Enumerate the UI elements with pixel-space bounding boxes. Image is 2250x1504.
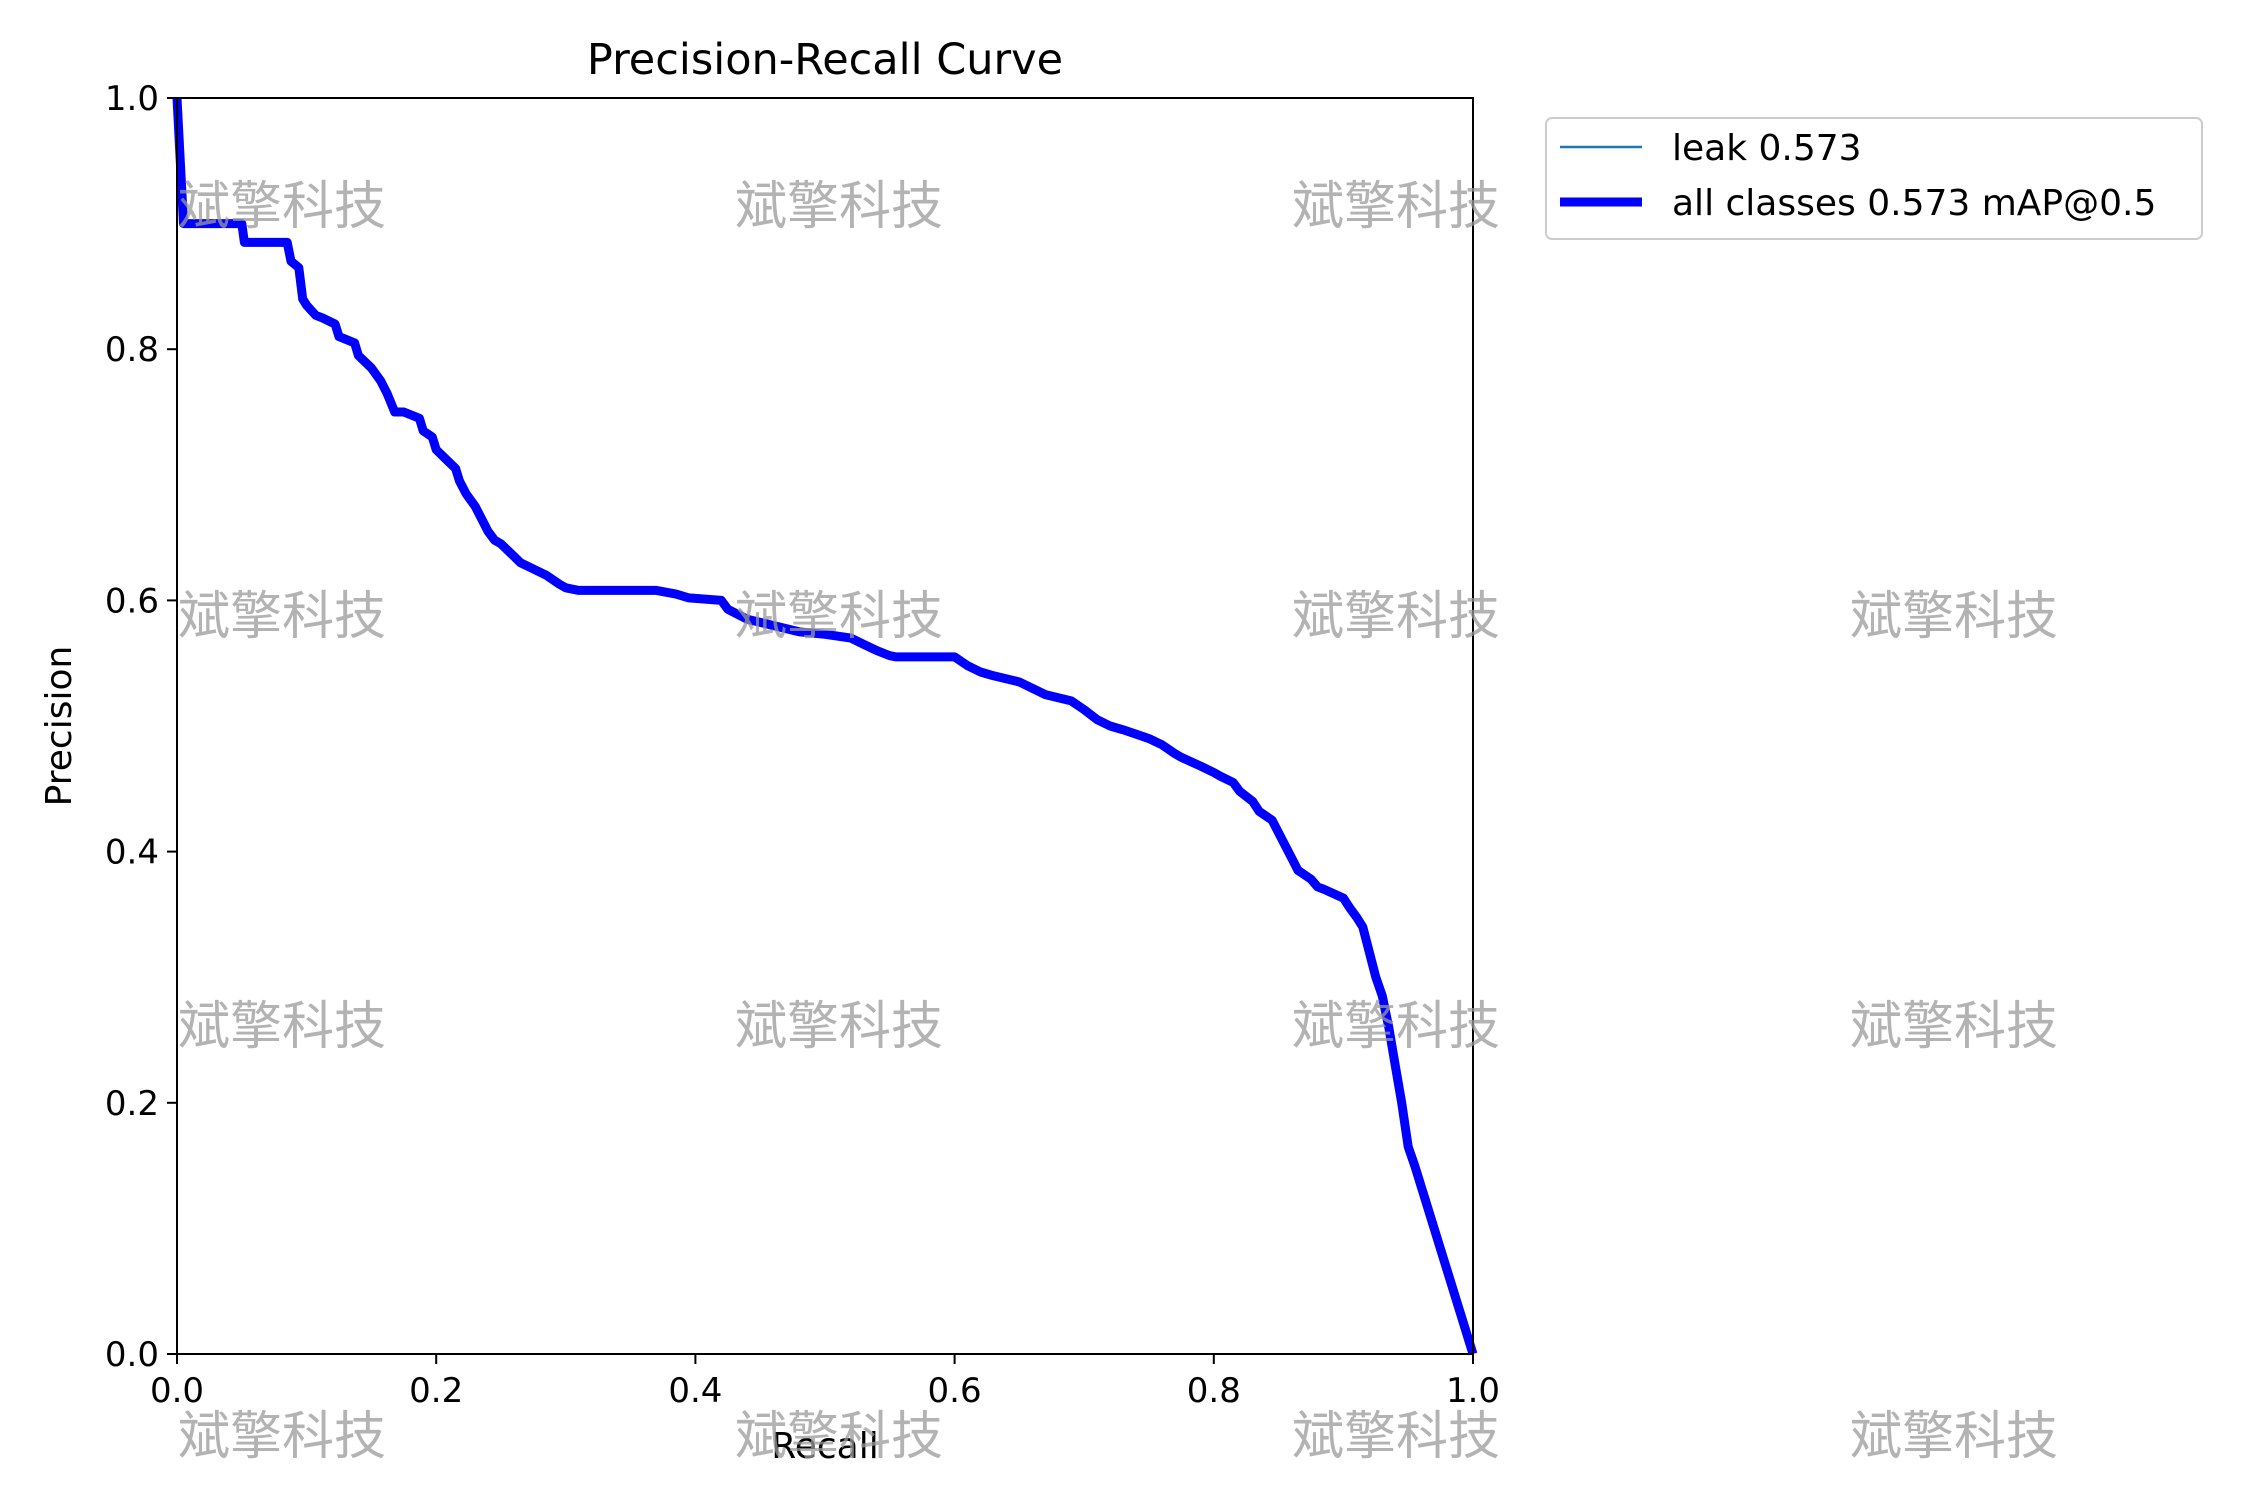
watermark-text: 斌擎科技 <box>1850 1407 2058 1467</box>
y-axis-label: Precision <box>39 646 80 807</box>
x-tick-label: 0.8 <box>1187 1371 1241 1411</box>
watermark-text: 斌擎科技 <box>1292 177 1500 237</box>
plot-frame <box>176 97 1474 1355</box>
y-tick-label: 0.2 <box>105 1084 159 1124</box>
watermark-text: 斌擎科技 <box>1850 587 2058 647</box>
y-tick-label: 0.8 <box>105 330 159 370</box>
watermark-text: 斌擎科技 <box>735 177 943 237</box>
x-tick-label: 0.0 <box>150 1371 204 1411</box>
y-tick-label: 0.0 <box>105 1335 159 1375</box>
watermark-text: 斌擎科技 <box>178 177 386 237</box>
y-tick-label: 1.0 <box>105 79 159 119</box>
watermark-text: 斌擎科技 <box>1850 997 2058 1057</box>
chart-title: Precision-Recall Curve <box>587 35 1063 85</box>
watermark-text: 斌擎科技 <box>178 587 386 647</box>
watermark-text: 斌擎科技 <box>178 1407 386 1467</box>
x-tick-label: 0.6 <box>928 1371 982 1411</box>
series-line-1 <box>172 97 1478 1356</box>
watermark-text: 斌擎科技 <box>1292 587 1500 647</box>
legend: leak 0.573 all classes 0.573 mAP@0.5 <box>1545 117 2203 240</box>
series-layer <box>172 97 1478 1356</box>
watermark-layer: 斌擎科技 斌擎科技 斌擎科技 斌擎科技 斌擎科技 斌擎科技 斌擎科技 斌擎科技 … <box>178 177 2058 1467</box>
watermark-text: 斌擎科技 <box>735 1407 943 1467</box>
x-tick-label: 1.0 <box>1446 1371 1500 1411</box>
y-ticks: 0.0 0.2 0.4 0.6 0.8 1.0 <box>105 79 177 1375</box>
y-tick-label: 0.6 <box>105 581 159 621</box>
x-ticks: 0.0 0.2 0.4 0.6 0.8 1.0 <box>150 1354 1500 1411</box>
watermark-text: 斌擎科技 <box>178 997 386 1057</box>
legend-label-all-classes: all classes 0.573 mAP@0.5 <box>1672 183 2156 224</box>
x-axis-label: Recall <box>771 1426 878 1467</box>
watermark-text: 斌擎科技 <box>1292 997 1500 1057</box>
watermark-text: 斌擎科技 <box>735 587 943 647</box>
watermark-text: 斌擎科技 <box>735 997 943 1057</box>
watermark-text: 斌擎科技 <box>1292 1407 1500 1467</box>
legend-frame <box>1545 117 2203 240</box>
legend-label-leak: leak 0.573 <box>1672 128 1862 169</box>
x-tick-label: 0.4 <box>668 1371 722 1411</box>
x-tick-label: 0.2 <box>409 1371 463 1411</box>
y-tick-label: 0.4 <box>105 833 159 873</box>
